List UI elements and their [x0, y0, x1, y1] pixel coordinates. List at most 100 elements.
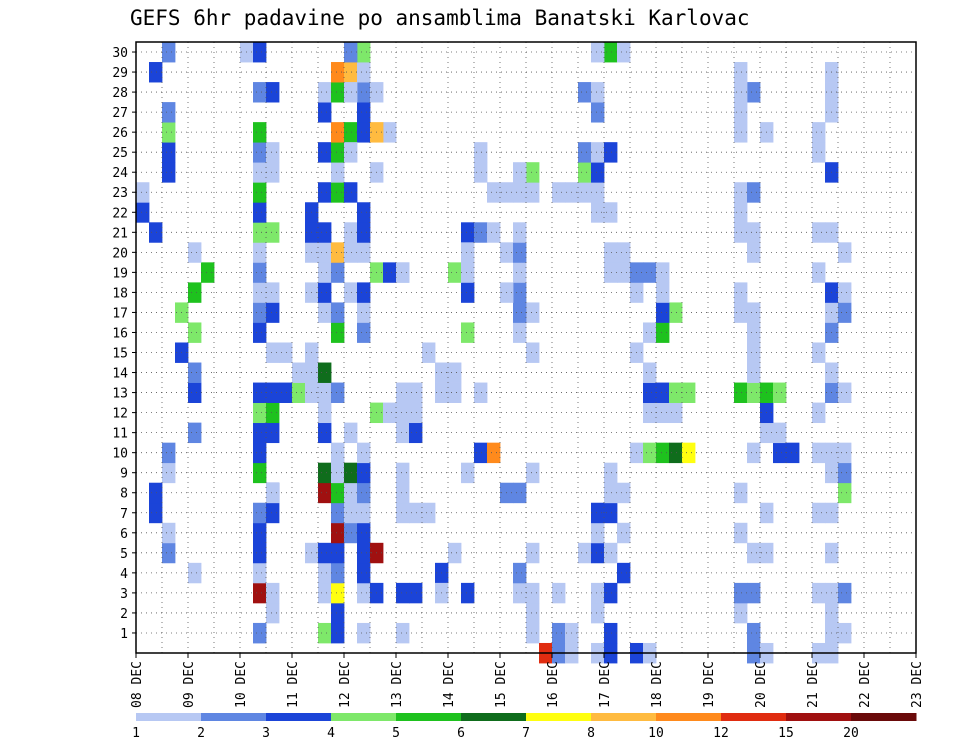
heatmap-cell: [357, 102, 371, 123]
heatmap-cell: [747, 222, 761, 243]
y-tick-label: 30: [112, 46, 128, 61]
heatmap-cell: [162, 122, 176, 143]
y-tick-label: 26: [112, 126, 128, 141]
heatmap-cell: [604, 202, 618, 223]
heatmap-cell: [253, 262, 267, 283]
heatmap-cell: [318, 562, 332, 584]
heatmap-cell: [812, 222, 826, 243]
heatmap-cell: [682, 382, 696, 403]
heatmap-cell: [188, 382, 202, 403]
heatmap-cell: [253, 42, 267, 63]
heatmap-cell: [344, 142, 358, 163]
heatmap-cell: [747, 362, 761, 383]
heatmap-cell: [331, 442, 345, 464]
heatmap-cell: [591, 82, 605, 103]
heatmap-cell: [643, 262, 657, 283]
heatmap-cell: [253, 562, 267, 584]
heatmap-cell: [838, 482, 852, 504]
y-tick-label: 21: [112, 226, 128, 241]
heatmap-cell: [331, 542, 345, 564]
heatmap-cell: [396, 482, 410, 504]
colorbar-label: 5: [392, 726, 400, 741]
heatmap-cell: [617, 562, 631, 584]
heatmap-cell: [253, 282, 267, 303]
x-tick-label: 23 DEC: [910, 661, 925, 708]
heatmap-cell: [149, 62, 163, 83]
heatmap-cell: [591, 102, 605, 123]
x-tick-label: 08 DEC: [130, 661, 145, 708]
y-tick-label: 15: [112, 347, 128, 362]
colorbar-label: 7: [522, 726, 530, 741]
heatmap-cell: [344, 502, 358, 524]
heatmap-cell: [318, 382, 332, 403]
heatmap-cell: [617, 242, 631, 263]
heatmap-cell: [357, 462, 371, 484]
heatmap-cell: [578, 542, 592, 564]
heatmap-cell: [838, 242, 852, 263]
heatmap-cell: [318, 222, 332, 243]
heatmap-cell: [188, 282, 202, 303]
heatmap-cell: [253, 142, 267, 163]
heatmap-cell: [318, 422, 332, 444]
heatmap-cell: [357, 62, 371, 83]
heatmap-cell: [526, 302, 540, 323]
heatmap-cell: [162, 102, 176, 123]
colorbar-label: 2: [197, 726, 205, 741]
heatmap-cell: [643, 382, 657, 403]
y-tick-label: 4: [120, 567, 128, 582]
heatmap-cell: [357, 202, 371, 223]
heatmap-cell: [331, 622, 345, 644]
heatmap-cell: [617, 262, 631, 283]
colorbar-label: 3: [262, 726, 270, 741]
y-tick-label: 7: [120, 507, 128, 522]
colorbar-swatch: [331, 713, 397, 721]
heatmap-cell: [526, 162, 540, 183]
heatmap-cell: [812, 342, 826, 363]
heatmap-cell: [656, 382, 670, 403]
heatmap-cell: [448, 382, 462, 403]
heatmap-cell: [812, 262, 826, 283]
heatmap-cell: [253, 122, 267, 143]
heatmap-cell: [188, 422, 202, 444]
x-tick-label: 13 DEC: [390, 661, 405, 708]
heatmap-cell: [747, 322, 761, 343]
heatmap-cell: [513, 582, 527, 604]
heatmap-cell: [162, 442, 176, 464]
colorbar-swatch: [656, 713, 722, 721]
heatmap-cell: [578, 142, 592, 163]
heatmap-cell: [734, 102, 748, 123]
heatmap-cell: [617, 42, 631, 63]
heatmap-cell: [357, 122, 371, 143]
heatmap-cell: [461, 222, 475, 243]
heatmap-cell: [409, 422, 423, 444]
y-tick-label: 1: [120, 627, 128, 642]
heatmap-cell: [461, 582, 475, 604]
y-tick-label: 27: [112, 106, 128, 121]
heatmap-cell: [422, 342, 436, 363]
x-tick-label: 09 DEC: [182, 661, 197, 708]
x-tick-label: 14 DEC: [442, 661, 457, 708]
heatmap-cell: [162, 162, 176, 183]
heatmap-cell: [253, 402, 267, 424]
heatmap-cell: [604, 242, 618, 263]
heatmap-cell: [266, 422, 280, 444]
heatmap-cell: [734, 202, 748, 223]
colorbar-swatch: [396, 713, 462, 721]
heatmap-cell: [578, 182, 592, 203]
heatmap-cell: [266, 162, 280, 183]
heatmap-cell: [474, 222, 488, 243]
colorbar-label: 15: [778, 726, 794, 741]
heatmap-cell: [526, 462, 540, 484]
heatmap-cell: [396, 582, 410, 604]
heatmap-cell: [747, 82, 761, 103]
heatmap-cell: [812, 402, 826, 424]
heatmap-cell: [331, 602, 345, 624]
heatmap-cell: [812, 142, 826, 163]
colorbar-swatch: [786, 713, 852, 721]
heatmap-cell: [838, 462, 852, 484]
heatmap-cell: [604, 502, 618, 524]
heatmap-cell: [149, 502, 163, 524]
y-tick-label: 6: [120, 527, 128, 542]
y-tick-label: 19: [112, 266, 128, 281]
